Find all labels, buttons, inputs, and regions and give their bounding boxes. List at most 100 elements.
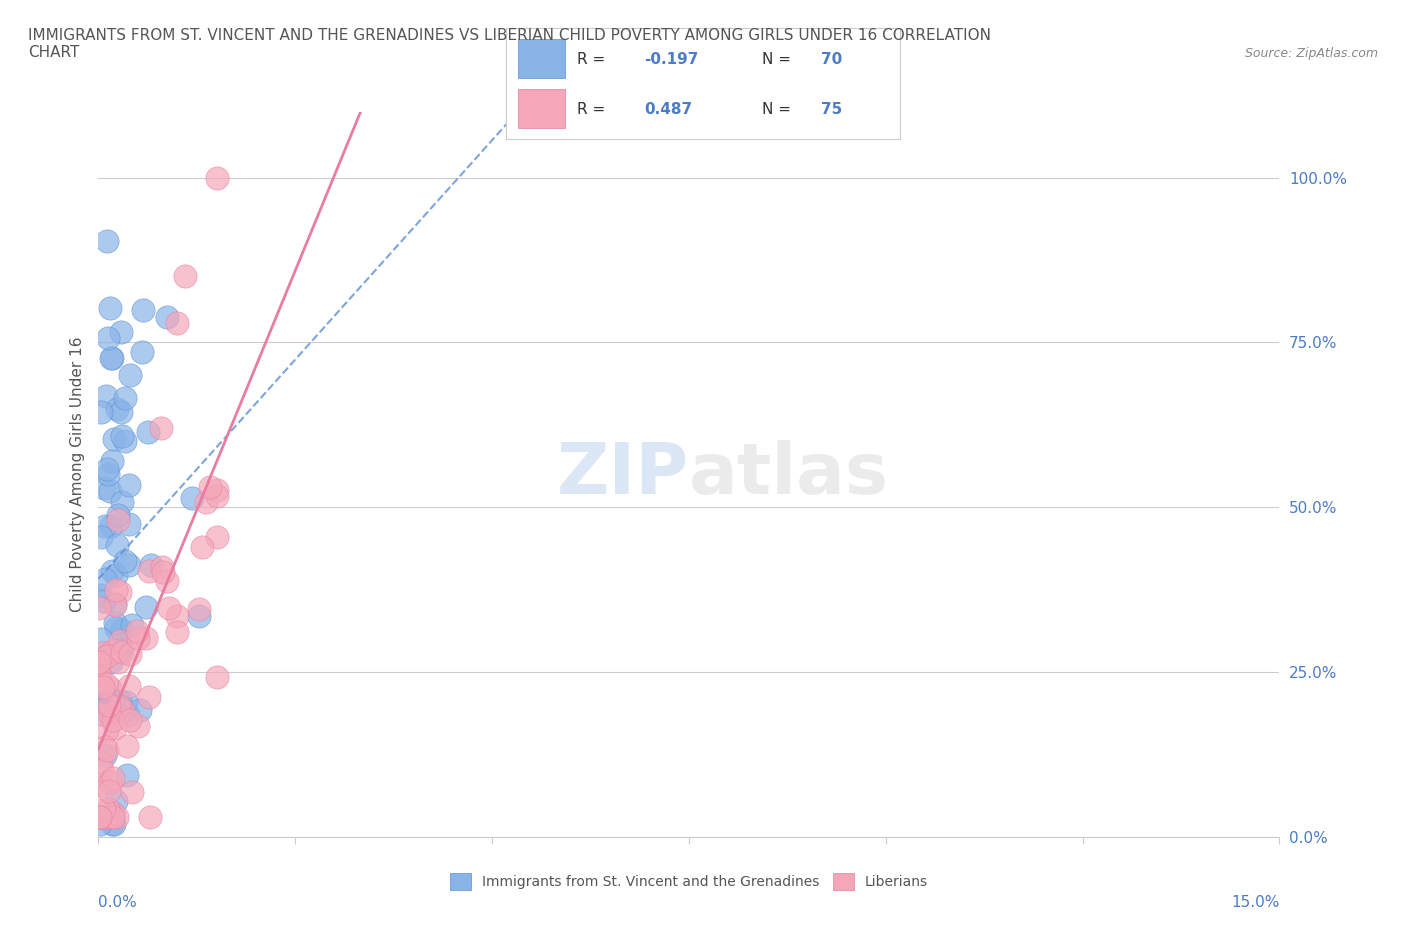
Text: R =: R = <box>576 102 610 117</box>
Point <box>96 461 118 476</box>
Point <box>100 693 122 708</box>
Point <box>157 601 180 616</box>
Point <box>105 568 128 583</box>
Point <box>101 564 124 578</box>
Point <box>120 712 142 727</box>
Point <box>105 402 128 417</box>
Point <box>100 351 122 365</box>
FancyBboxPatch shape <box>517 39 565 78</box>
Text: 75: 75 <box>821 102 842 117</box>
Point <box>90 632 112 647</box>
Point <box>100 519 122 534</box>
Point <box>89 810 111 825</box>
Point <box>98 484 121 498</box>
Point <box>166 315 188 330</box>
Point <box>91 680 114 695</box>
Point <box>91 681 114 696</box>
Point <box>96 810 118 825</box>
Point <box>98 681 121 696</box>
Point <box>89 673 111 688</box>
Point <box>94 810 117 825</box>
Point <box>118 646 141 661</box>
Point <box>90 645 112 660</box>
Point <box>96 723 118 737</box>
Point <box>89 810 111 825</box>
Point <box>93 802 115 817</box>
Point <box>139 810 162 825</box>
Point <box>89 667 111 682</box>
Text: N =: N = <box>762 52 796 67</box>
Point <box>100 644 122 658</box>
Point <box>103 713 125 728</box>
Point <box>108 698 131 713</box>
Point <box>93 519 115 534</box>
Point <box>94 572 117 587</box>
Point <box>156 574 179 589</box>
Point <box>107 508 129 523</box>
Point <box>90 754 112 769</box>
Point <box>94 676 117 691</box>
Text: R =: R = <box>576 52 610 67</box>
Point <box>100 655 122 670</box>
Point <box>93 481 115 496</box>
Point <box>98 699 121 714</box>
Point <box>110 429 132 444</box>
Point <box>97 693 120 708</box>
Point <box>121 784 143 799</box>
Point <box>110 585 132 600</box>
Point <box>115 767 138 782</box>
Point <box>90 405 112 419</box>
Point <box>131 345 153 360</box>
Point <box>104 596 127 611</box>
Point <box>132 303 155 318</box>
Point <box>97 467 120 482</box>
Point <box>97 330 120 345</box>
Point <box>111 495 134 510</box>
Point <box>96 233 118 248</box>
Text: N =: N = <box>762 102 796 117</box>
Point <box>187 609 209 624</box>
Point <box>114 391 136 405</box>
Text: 0.0%: 0.0% <box>98 895 138 910</box>
Point <box>103 806 125 821</box>
Point <box>191 539 214 554</box>
Point <box>97 802 120 817</box>
Point <box>110 642 132 657</box>
Point <box>121 618 143 632</box>
Point <box>107 512 129 527</box>
Point <box>117 708 139 723</box>
Point <box>114 433 136 448</box>
Point <box>90 530 112 545</box>
Point <box>97 698 120 712</box>
Point <box>89 777 111 792</box>
Point <box>89 810 111 825</box>
Point <box>174 269 197 284</box>
Point <box>90 763 112 777</box>
Point <box>94 748 117 763</box>
Point <box>104 793 127 808</box>
Point <box>187 602 209 617</box>
Point <box>101 810 124 825</box>
Point <box>98 775 121 790</box>
Point <box>127 631 149 645</box>
Point <box>115 738 138 753</box>
Point <box>91 649 114 664</box>
Point <box>127 623 149 638</box>
Point <box>152 565 174 580</box>
Point <box>118 478 141 493</box>
Point <box>110 405 132 419</box>
Point <box>180 490 202 505</box>
Point <box>205 488 228 503</box>
Point <box>118 516 141 531</box>
Text: ZIP: ZIP <box>557 440 689 509</box>
Point <box>105 538 128 552</box>
Point <box>198 479 221 494</box>
Point <box>96 691 118 706</box>
Point <box>103 698 125 712</box>
Point <box>89 817 111 831</box>
Point <box>205 670 228 684</box>
Text: -0.197: -0.197 <box>644 52 699 67</box>
Point <box>205 170 228 185</box>
Point <box>100 351 122 365</box>
Point <box>136 424 159 439</box>
